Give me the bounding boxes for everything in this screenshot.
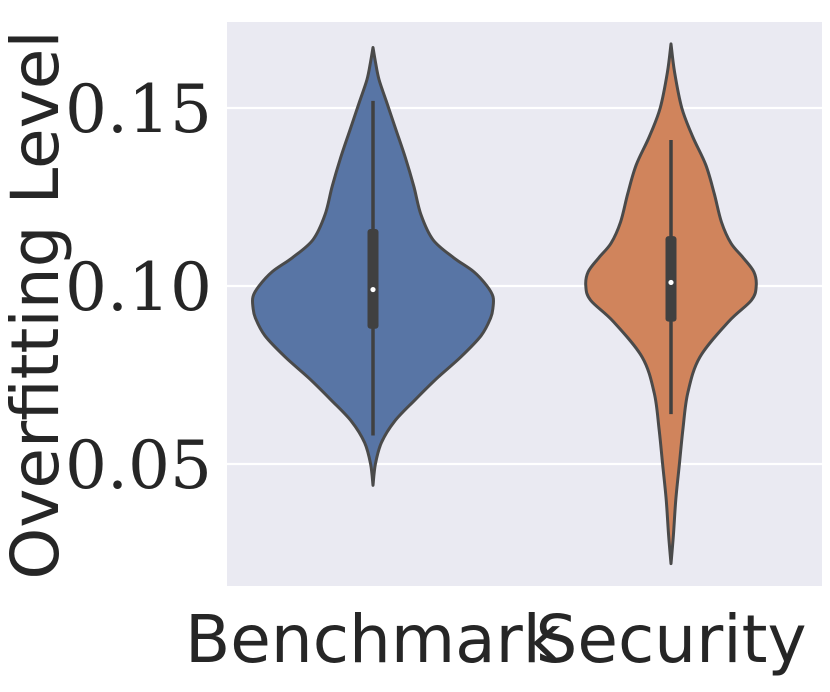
iqr-box [367, 229, 379, 329]
y-tick-label: 0.05 [65, 427, 212, 504]
violins [250, 42, 758, 566]
y-axis-title: Overfitting Level [0, 30, 74, 579]
y-tick-label: 0.10 [65, 249, 212, 326]
y-tick-label: 0.15 [65, 71, 212, 148]
iqr-box [665, 236, 677, 322]
x-category-label: Benchmark [185, 601, 562, 678]
violin-benchmark [250, 45, 496, 487]
violin-security [584, 42, 758, 566]
y-tick-labels: 0.05 0.10 0.15 [65, 71, 212, 504]
median-point [668, 279, 674, 286]
x-category-label: Security [535, 601, 806, 678]
median-point [370, 286, 376, 293]
